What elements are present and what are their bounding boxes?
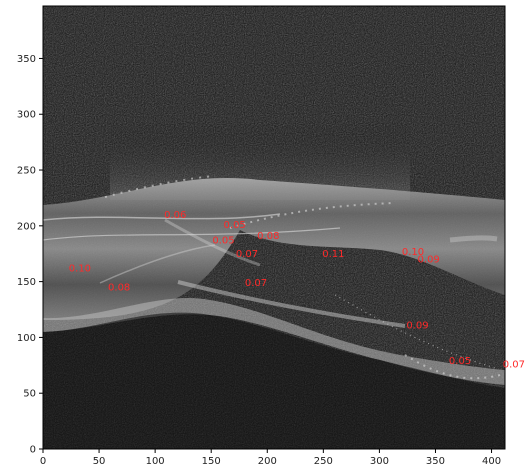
axes-frame [42, 5, 506, 450]
x-tick-label: 400 [482, 456, 501, 467]
measurement-label: 0.07 [245, 278, 267, 289]
measurement-label: 0.11 [322, 249, 344, 260]
y-tick-label: 50 [23, 389, 36, 400]
fiber-traces [43, 175, 501, 380]
fiber-trace [177, 280, 406, 328]
measurement-label: 0.10 [402, 247, 424, 258]
measurement-label: 0.09 [418, 255, 440, 266]
fiber-trace [104, 175, 216, 198]
y-tick-label: 300 [17, 110, 36, 121]
fiber-trace [164, 218, 261, 267]
measurement-label: 0.09 [406, 320, 428, 331]
measurement-label: 0.07 [236, 249, 258, 260]
x-tick-label: 100 [146, 456, 165, 467]
x-tick-label: 150 [202, 456, 221, 467]
x-tick-label: 0 [40, 456, 46, 467]
y-tick-label: 100 [17, 333, 36, 344]
shadow-region [43, 312, 505, 449]
y-axis: 0 50 100 150 200 250 300 350 [17, 54, 43, 456]
y-tick-label: 150 [17, 277, 36, 288]
fiber-trace [99, 244, 216, 284]
x-tick-label: 50 [93, 456, 106, 467]
fiber-trace [229, 202, 396, 229]
x-tick-label: 250 [314, 456, 333, 467]
oct-image [43, 6, 505, 449]
measurement-label: 0.08 [257, 231, 279, 242]
y-tick-label: 0 [30, 445, 36, 456]
fiber-trace [43, 227, 341, 241]
y-tick-label: 350 [17, 54, 36, 65]
annotation-layer: 0.060.050.05 0.080.07 0.11 0.100.090.100.08… [69, 210, 525, 371]
measurement-label: 0.05 [212, 236, 234, 247]
x-tick-label: 350 [426, 456, 445, 467]
measurement-label: 0.05 [224, 220, 246, 231]
measurement-label: 0.06 [164, 210, 186, 221]
lower-layer [43, 297, 505, 385]
x-tick-label: 300 [370, 456, 389, 467]
y-tick-label: 250 [17, 166, 36, 177]
x-axis: 0 50 100 150 200 250 300 350 400 [40, 449, 501, 467]
tissue-band [43, 177, 505, 320]
measurement-label: 0.05 [449, 356, 471, 367]
fiber-trace [43, 213, 281, 221]
y-tick-label: 200 [17, 221, 36, 232]
measurement-label: 0.08 [108, 283, 130, 294]
measurement-label: 0.10 [69, 264, 91, 275]
x-tick-label: 200 [258, 456, 277, 467]
measurement-label: 0.07 [503, 360, 525, 371]
fiber-trace [449, 235, 498, 243]
